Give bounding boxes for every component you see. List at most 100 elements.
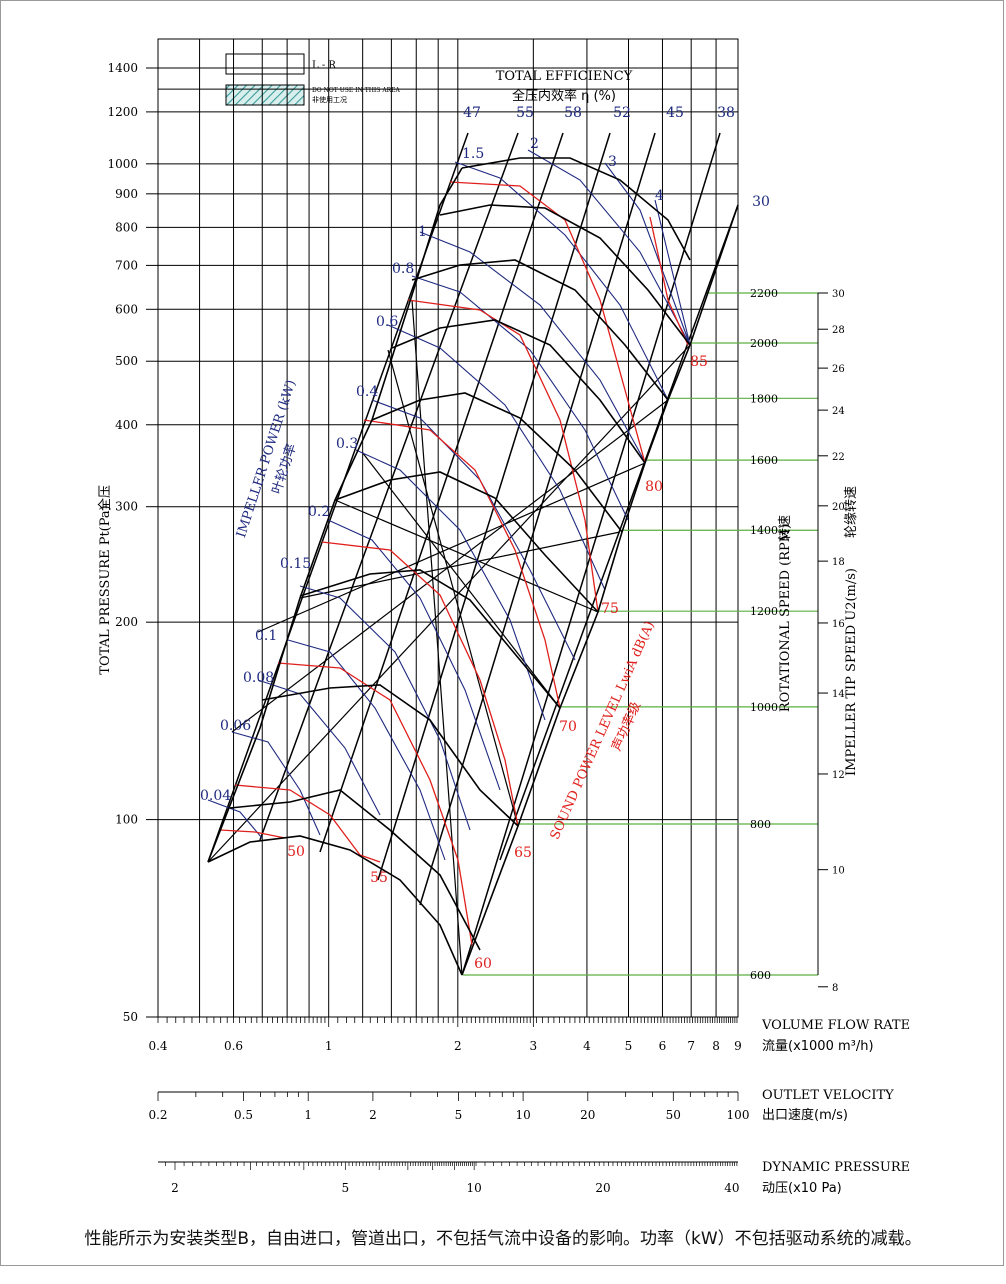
rpm-label: 1200 — [750, 605, 778, 618]
x-tick-label: 0.6 — [224, 1039, 243, 1053]
y-tick-label: 600 — [115, 302, 138, 316]
power-label: 4 — [655, 188, 664, 204]
power-curve — [527, 149, 691, 346]
power-curve — [287, 639, 446, 861]
sound-label: 55 — [370, 870, 388, 886]
y-tick-label: 100 — [115, 813, 138, 827]
tip-speed-tick-label: 30 — [832, 289, 845, 300]
efficiency-line — [461, 132, 721, 976]
sound-label: 60 — [474, 956, 492, 972]
sound-curve — [363, 419, 561, 709]
velocity-tick-label: 50 — [666, 1108, 681, 1122]
power-curve — [387, 324, 606, 591]
dynamic-tick-label: 20 — [595, 1181, 610, 1195]
velocity-tick-label: 5 — [455, 1108, 463, 1122]
sound-label: 85 — [690, 354, 708, 370]
power-label: 0.08 — [243, 670, 274, 686]
legend-lr-label: L - R — [312, 60, 336, 71]
pressure-arc — [299, 569, 561, 709]
efficiency-label: 55 — [516, 105, 534, 121]
y-tick-label: 1000 — [107, 157, 138, 171]
rpm-label: 600 — [750, 969, 771, 982]
y-tick-label: 700 — [115, 258, 138, 272]
dynamic-tick-label: 5 — [341, 1181, 349, 1195]
power-curve — [371, 399, 576, 661]
x-tick-label: 4 — [583, 1039, 591, 1053]
power-curve — [207, 799, 263, 839]
x-tick-label: 0.4 — [148, 1039, 167, 1053]
sound-curves: 50 55 60 65 70 75 80 85 — [219, 181, 708, 972]
x-tick-label: 8 — [712, 1039, 720, 1053]
legend-area-label-cn: 非使用工况 — [312, 95, 347, 104]
efficiency-cross-line — [334, 499, 599, 613]
pressure-arc — [371, 392, 623, 533]
power-label: 1.5 — [462, 146, 484, 162]
efficiency-title-cn: 全压内效率 η (%) — [512, 88, 616, 104]
power-label: 0.3 — [336, 436, 358, 452]
efficiency-label: 58 — [564, 105, 582, 121]
power-label: 0.4 — [356, 384, 378, 400]
power-label: 0.2 — [308, 504, 330, 520]
power-curve — [299, 585, 471, 831]
sound-curve — [321, 541, 519, 827]
power-label: 0.6 — [376, 314, 398, 330]
power-curve — [454, 161, 669, 401]
rpm-label: 2000 — [750, 337, 778, 350]
x-tick-label: 2 — [454, 1039, 462, 1053]
velocity-tick-label: 2 — [369, 1108, 377, 1122]
power-curve — [327, 519, 501, 791]
y-tick-label: 1200 — [107, 105, 138, 119]
efficiency-cross-line — [257, 462, 646, 633]
dynamic-axis-title-cn: 动压(x10 Pa) — [762, 1181, 842, 1196]
y-tick-label: 50 — [123, 1010, 138, 1024]
y-axis-title-cn: 全压 — [97, 485, 113, 511]
x-tick-label: 9 — [734, 1039, 742, 1053]
dynamic-tick-label: 2 — [171, 1181, 179, 1195]
tip-speed-tick-label: 24 — [832, 406, 845, 417]
power-label: 3 — [608, 154, 617, 170]
x-axis-title-cn: 流量(x1000 m³/h) — [762, 1039, 874, 1054]
sound-label: 65 — [514, 845, 532, 861]
power-label: 1 — [418, 224, 427, 240]
velocity-tick-label: 10 — [515, 1108, 530, 1122]
efficiency-title-en: TOTAL EFFICIENCY — [496, 69, 633, 84]
efficiency-cross-line — [299, 531, 621, 599]
y-tick-label: 300 — [115, 500, 138, 514]
pressure-arc — [461, 157, 691, 261]
velocity-tick-label: 100 — [727, 1108, 750, 1122]
legend-area-label-en: DO NOT USE IN THIS AREA — [312, 87, 401, 94]
sound-curve — [277, 662, 473, 946]
efficiency-cross-line — [361, 451, 561, 709]
rpm-label: 2200 — [750, 287, 778, 300]
efficiency-cross-line — [387, 349, 519, 827]
sound-curve — [407, 299, 599, 613]
y-tick-label: 1400 — [107, 61, 138, 75]
rpm-axis-title-en: ROTATIONAL SPEED (RPM) — [778, 524, 793, 712]
power-label: 2 — [530, 136, 539, 152]
y-tick-label: 500 — [115, 354, 138, 368]
power-label: 0.04 — [200, 788, 231, 804]
dynamic-tick-label: 10 — [467, 1181, 482, 1195]
velocity-tick-label: 20 — [580, 1108, 595, 1122]
sound-label: 50 — [287, 844, 305, 860]
efficiency-label: 47 — [463, 105, 481, 121]
power-curve — [355, 449, 546, 721]
sound-label: 75 — [601, 601, 619, 617]
power-curve — [257, 679, 381, 816]
power-curve — [654, 199, 691, 346]
grid: 5010020030040050060070080090010001200140… — [107, 39, 739, 1024]
pressure-arc — [334, 471, 599, 613]
legend-lr-swatch — [225, 53, 305, 75]
y-tick-label: 900 — [115, 187, 138, 201]
pressure-arc — [439, 204, 691, 346]
tip-speed-title-cn: 轮缘转速 — [844, 486, 859, 538]
efficiency-label: 38 — [717, 105, 735, 121]
tip-speed-tick-label: 12 — [832, 770, 845, 781]
sound-curve — [449, 181, 646, 464]
power-label: 0.15 — [280, 556, 311, 572]
velocity-tick-label: 1 — [304, 1108, 312, 1122]
power-curve — [411, 275, 629, 521]
power-curves: 0.04 0.06 0.08 0.1 0.15 0.2 0.3 0.4 0.6 0.8 1 1.5 2 3… — [200, 136, 691, 861]
